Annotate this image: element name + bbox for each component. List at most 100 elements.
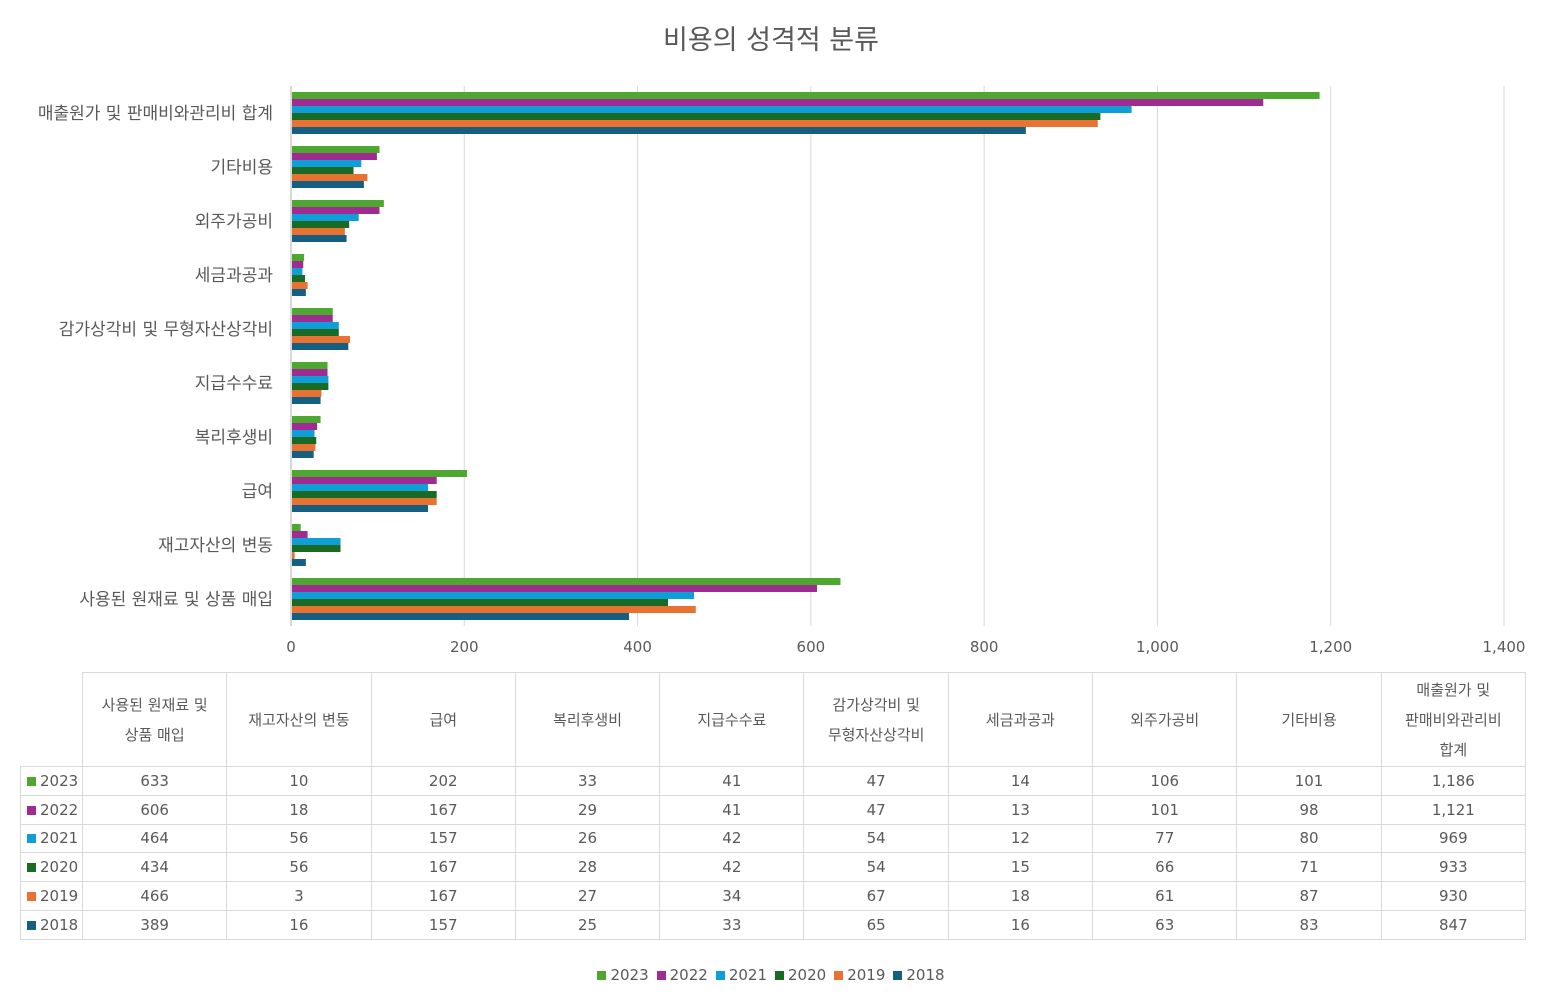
table-cell: 71 xyxy=(1236,852,1382,883)
table-cell: 202 xyxy=(370,766,516,796)
bar-plot: 사용된 원재료 및 상품 매입 재고자산의 변동 급여 복리후생비 지급수수료 감가상각비… xyxy=(38,86,1525,656)
legend-item: 2021 xyxy=(715,966,767,984)
table-cell: 633 xyxy=(81,766,228,796)
table-cell: 77 xyxy=(1092,823,1238,854)
bar-2020 xyxy=(292,599,669,606)
bar-2019 xyxy=(292,390,322,397)
table-cell: 14 xyxy=(947,766,1094,796)
table-row: 2020 434 56 167 28 42 54 15 66 71 933 xyxy=(20,852,1526,883)
bar-2023 xyxy=(292,362,328,369)
table-cell: 13 xyxy=(947,794,1094,825)
bar-2018 xyxy=(292,235,347,242)
bar-2019 xyxy=(292,336,351,343)
bar-2021 xyxy=(292,430,315,437)
bar-2022 xyxy=(292,207,380,214)
bar-2020 xyxy=(292,167,354,174)
bar-2022 xyxy=(292,477,437,484)
bar-2021 xyxy=(292,268,303,275)
legend-item: 2023 xyxy=(597,966,649,984)
bar-2021 xyxy=(292,484,429,491)
legend-swatch xyxy=(656,971,666,980)
table-cell: 157 xyxy=(370,909,516,940)
bar-2018 xyxy=(292,505,429,512)
table-row: 2021 464 56 157 26 42 54 12 77 80 969 xyxy=(20,823,1526,854)
table-cell: 42 xyxy=(659,852,805,883)
table-cell: 167 xyxy=(370,852,516,883)
category-label: 급여 xyxy=(242,482,273,502)
bar-2023 xyxy=(292,200,384,207)
chart-title: 비용의 성격적 분류 xyxy=(663,25,879,56)
bar-2023 xyxy=(292,92,1320,99)
bar-2019 xyxy=(292,444,316,451)
table-cell: 15 xyxy=(947,852,1094,883)
bar-2018 xyxy=(292,559,306,566)
bar-2021 xyxy=(292,376,329,383)
table-header: 감가상각비 및 무형자산상각비 xyxy=(803,672,949,767)
table-cell: 66 xyxy=(1092,852,1238,883)
table-cell: 930 xyxy=(1380,881,1526,911)
data-table: 사용된 원재료 및 상품 매입 재고자산의 변동 급여 복리후생비 지급수수료 감가상각비 … xyxy=(20,672,1526,940)
bar-2018 xyxy=(292,127,1026,134)
table-cell: 42 xyxy=(659,823,805,854)
table-cell: 18 xyxy=(226,794,372,825)
bar-2023 xyxy=(292,254,305,261)
table-cell: 33 xyxy=(659,909,805,940)
table-cell: 83 xyxy=(1236,909,1382,940)
table-cell: 28 xyxy=(514,852,661,883)
series-name-cell: 2019 xyxy=(20,881,83,911)
bar-2019 xyxy=(292,606,696,613)
table-header: 사용된 원재료 및 상품 매입 xyxy=(81,672,228,767)
table-cell: 98 xyxy=(1236,794,1382,825)
table-cell: 167 xyxy=(370,881,516,911)
table-cell: 10 xyxy=(226,766,372,796)
x-tick-label: 400 xyxy=(623,638,652,656)
series-name-cell: 2022 xyxy=(20,794,83,825)
table-cell: 47 xyxy=(803,794,949,825)
table-cell: 106 xyxy=(1092,766,1238,796)
bar-2022 xyxy=(292,369,328,376)
table-cell: 466 xyxy=(81,881,228,911)
bar-2020 xyxy=(292,437,317,444)
category-label: 매출원가 및 판매비와관리비 합계 xyxy=(38,104,273,124)
bar-2022 xyxy=(292,99,1264,106)
bar-2022 xyxy=(292,585,818,592)
bar-2021 xyxy=(292,538,341,545)
table-cell: 3 xyxy=(226,881,372,911)
table-cell: 63 xyxy=(1092,909,1238,940)
table-row: 2022 606 18 167 29 41 47 13 101 98 1,121 xyxy=(20,794,1526,825)
bar-2022 xyxy=(292,261,304,268)
table-cell: 29 xyxy=(514,794,661,825)
table-cell: 434 xyxy=(81,852,228,883)
category-label: 지급수수료 xyxy=(195,374,273,394)
table-cell: 61 xyxy=(1092,881,1238,911)
x-tick-label: 800 xyxy=(970,638,999,656)
category-label: 기타비용 xyxy=(210,158,273,178)
bar-2021 xyxy=(292,322,339,329)
legend-swatch xyxy=(893,971,903,980)
legend-item: 2020 xyxy=(775,966,826,984)
bar-2021 xyxy=(292,160,362,167)
bar-2020 xyxy=(292,113,1101,120)
table-cell: 80 xyxy=(1236,823,1382,854)
table-cell: 157 xyxy=(370,823,516,854)
legend-swatch xyxy=(27,776,36,786)
series-name-cell: 2021 xyxy=(20,823,83,854)
x-tick-label: 0 xyxy=(286,638,296,656)
legend-swatch xyxy=(834,971,844,980)
table-cell: 1,186 xyxy=(1380,766,1526,796)
table-cell: 56 xyxy=(226,852,372,883)
bar-2020 xyxy=(292,275,305,282)
legend-item: 2022 xyxy=(656,966,708,984)
table-cell: 847 xyxy=(1380,909,1526,940)
bar-2020 xyxy=(292,383,329,390)
table-cell: 933 xyxy=(1380,852,1526,883)
bar-2020 xyxy=(292,491,437,498)
x-tick-label: 200 xyxy=(450,638,479,656)
table-header: 급여 xyxy=(370,672,516,767)
table-cell: 464 xyxy=(81,823,228,854)
bar-2021 xyxy=(292,106,1132,113)
table-row: 2018 389 16 157 25 33 65 16 63 83 847 xyxy=(20,909,1526,940)
bar-2018 xyxy=(292,451,314,458)
table-cell: 26 xyxy=(514,823,661,854)
legend: 2023 2022 2021 2020 2019 2018 xyxy=(0,966,1542,984)
